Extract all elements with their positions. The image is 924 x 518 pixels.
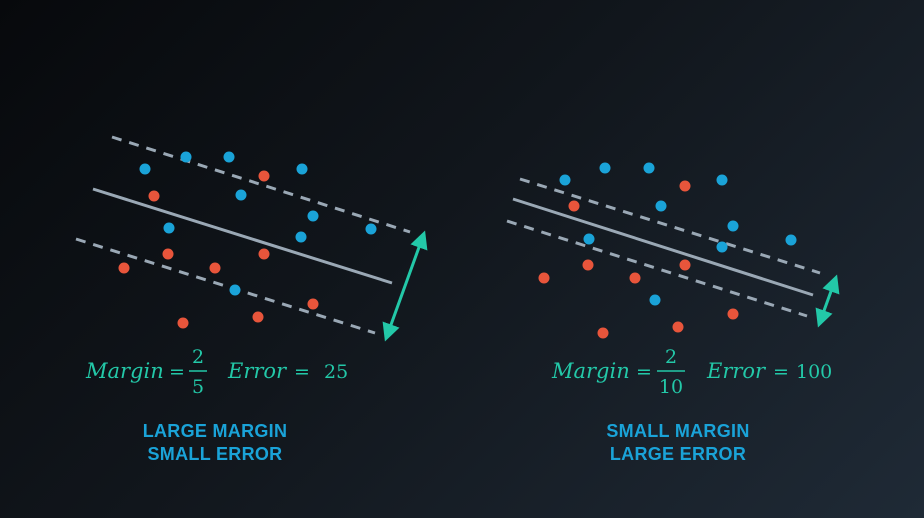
margin-equals: =: [636, 361, 652, 383]
right-panel: Margin = 2 10 Error = 100 SMALL MARGIN L…: [506, 162, 840, 464]
error-value: 100: [796, 361, 832, 383]
red-point: [252, 311, 264, 323]
red-point: [582, 259, 594, 271]
blue-point: [365, 223, 377, 235]
blue-point: [139, 163, 151, 175]
left-lower-margin-line: [75, 237, 376, 335]
red-point: [679, 180, 691, 192]
error-label: Error: [706, 359, 767, 383]
red-point: [307, 298, 319, 310]
red-point: [538, 272, 550, 284]
red-point: [629, 272, 641, 284]
margin-equals: =: [169, 361, 185, 383]
error-equals: =: [773, 361, 789, 383]
left-panel: Margin = 2 5 Error = 25 LARGE MARGIN SMA…: [75, 135, 428, 464]
margin-label: Margin: [85, 359, 164, 383]
red-point: [258, 170, 270, 182]
right-upper-margin-line: [519, 177, 821, 275]
blue-point: [655, 200, 667, 212]
red-point: [177, 317, 189, 329]
left-points: [118, 151, 377, 329]
red-point: [148, 190, 160, 202]
left-upper-margin-line: [111, 135, 411, 234]
error-value: 25: [324, 361, 348, 383]
margin-label: Margin: [551, 359, 630, 383]
blue-point: [229, 284, 241, 296]
right-points: [538, 162, 797, 339]
blue-point: [295, 231, 307, 243]
blue-point: [599, 162, 611, 174]
red-point: [162, 248, 174, 260]
left-boundaries: [75, 135, 428, 342]
blue-point: [716, 241, 728, 253]
red-point: [672, 321, 684, 333]
margin-denominator: 10: [659, 376, 683, 398]
red-point: [118, 262, 130, 274]
red-point: [679, 259, 691, 271]
right-caption-line1: SMALL MARGIN: [606, 421, 749, 441]
left-caption-line2: SMALL ERROR: [148, 444, 283, 464]
blue-point: [307, 210, 319, 222]
red-point: [597, 327, 609, 339]
right-margin-arrow: [815, 274, 840, 328]
blue-point: [223, 151, 235, 163]
error-equals: =: [294, 361, 310, 383]
left-margin-arrow: [382, 230, 428, 342]
red-point: [209, 262, 221, 274]
blue-point: [649, 294, 661, 306]
blue-point: [163, 222, 175, 234]
blue-point: [583, 233, 595, 245]
left-decision-line: [92, 187, 393, 285]
margin-numerator: 2: [665, 346, 677, 368]
red-point: [727, 308, 739, 320]
blue-point: [785, 234, 797, 246]
error-label: Error: [227, 359, 288, 383]
blue-point: [296, 163, 308, 175]
red-point: [258, 248, 270, 260]
blue-point: [643, 162, 655, 174]
right-formula: Margin = 2 10 Error = 100: [551, 346, 832, 398]
blue-point: [180, 151, 192, 163]
blue-point: [559, 174, 571, 186]
right-decision-line: [512, 197, 814, 297]
left-caption-line1: LARGE MARGIN: [143, 421, 288, 441]
margin-numerator: 2: [192, 346, 204, 368]
blue-point: [727, 220, 739, 232]
red-point: [568, 200, 580, 212]
left-formula: Margin = 2 5 Error = 25: [85, 346, 348, 398]
margin-denominator: 5: [192, 376, 204, 398]
blue-point: [716, 174, 728, 186]
blue-point: [235, 189, 247, 201]
right-boundaries: [506, 177, 840, 328]
right-caption-line2: LARGE ERROR: [610, 444, 746, 464]
